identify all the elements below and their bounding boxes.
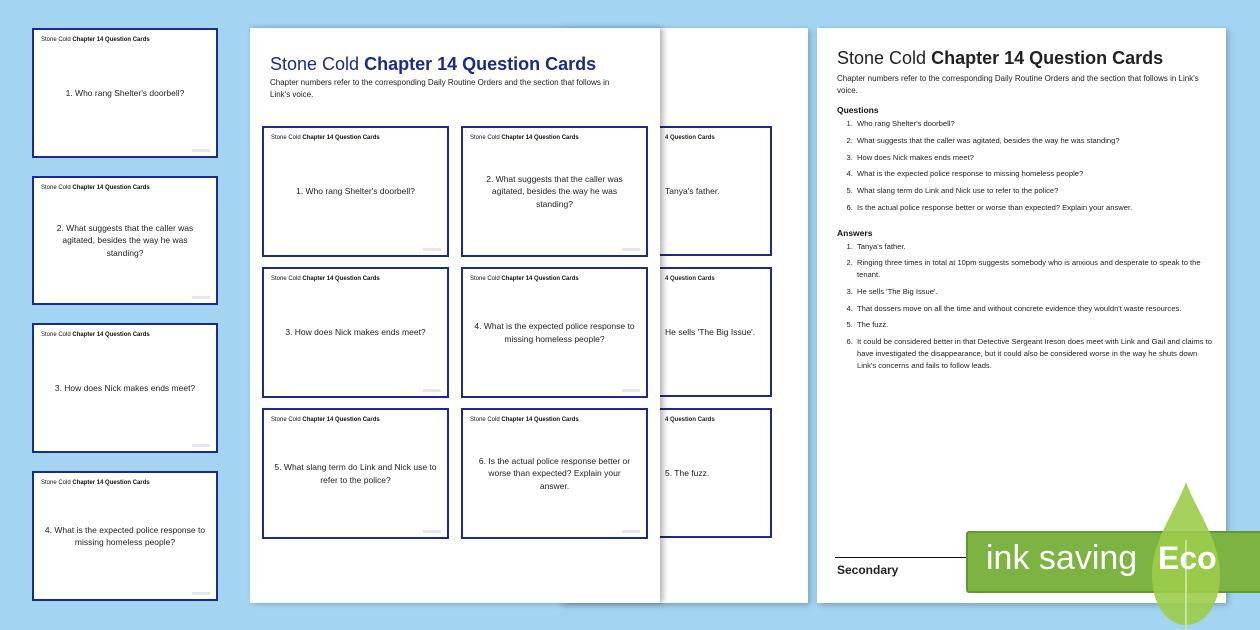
question-item: What suggests that the caller was agitat… [855,135,1212,147]
question-item: How does Nick makes ends meet? [855,152,1212,164]
card-question: 3. How does Nick makes ends meet? [54,382,196,393]
sheet-subtitle: Chapter numbers refer to the correspondi… [837,74,1199,95]
card-header: Stone Cold Chapter 14 Question Cards [271,276,380,282]
card-question: 3. How does Nick makes ends meet? [285,327,426,338]
watermark [192,296,210,299]
card-question: 2. What suggests that the caller was agi… [56,223,194,258]
question-card-4[interactable]: Stone Cold Chapter 14 Question Cards 4. W… [461,267,648,398]
ink-saving-text: ink saving [986,539,1138,577]
answers-heading: Answers [837,227,873,238]
left-card-1[interactable]: Stone Cold Chapter 14 Question Cards 1. W… [32,28,218,158]
card-header: Stone Cold Chapter 14 Question Cards [41,332,150,338]
card-header: Stone Cold Chapter 14 Question Cards [470,417,579,423]
watermark [622,248,640,251]
question-card-1[interactable]: Stone Cold Chapter 14 Question Cards 1. W… [262,126,449,257]
card-header: 4 Question Cards [665,417,715,423]
answer-item: He sells 'The Big Issue'. [855,286,1212,298]
question-answer-sheet: Stone Cold Chapter 14 Question Cards Cha… [817,28,1226,603]
card-header: Stone Cold Chapter 14 Question Cards [41,480,150,486]
card-header: Stone Cold Chapter 14 Question Cards [470,276,579,282]
answer-item: The fuzz. [855,319,1212,331]
answer-item: That dossers move on all the time and wi… [855,303,1212,315]
question-card-6[interactable]: Stone Cold Chapter 14 Question Cards 6. I… [461,408,648,539]
questions-list: Who rang Shelter's doorbell? What sugges… [837,118,1212,214]
question-item: What is the expected police response to … [855,168,1212,180]
answers-list: Tanya's father. Ringing three times in t… [837,241,1212,372]
sheet-body: Questions Who rang Shelter's doorbell? W… [837,105,1212,385]
sheet-title: Stone Cold Chapter 14 Question Cards [837,48,1164,68]
card-answer: He sells 'The Big Issue'. [665,326,756,337]
answer-item: Ringing three times in total at 10pm sug… [855,257,1212,281]
question-item: What slang term do Link and Nick use to … [855,185,1212,197]
card-question: 1. Who rang Shelter's doorbell? [65,87,185,98]
card-question: 1. Who rang Shelter's doorbell? [296,186,415,197]
leaf-drop-icon [1152,482,1220,630]
question-card-2[interactable]: Stone Cold Chapter 14 Question Cards 2. W… [461,126,648,257]
page-subtitle: Chapter numbers refer to the correspondi… [270,78,610,99]
card-question: 4. What is the expected police response … [44,524,206,547]
answer-item: Tanya's father. [855,241,1212,253]
footer-label: Secondary [837,563,899,577]
watermark [423,530,441,533]
watermark [192,592,210,595]
card-header: Stone Cold Chapter 14 Question Cards [41,37,150,43]
question-item: Who rang Shelter's doorbell? [855,118,1212,130]
card-header: Stone Cold Chapter 14 Question Cards [271,135,380,141]
left-card-3[interactable]: Stone Cold Chapter 14 Question Cards 3. H… [32,323,218,453]
card-question: 5. What slang term do Link and Nick use … [274,462,437,485]
question-card-5[interactable]: Stone Cold Chapter 14 Question Cards 5. W… [262,408,449,539]
watermark [622,530,640,533]
watermark [423,389,441,392]
questions-heading: Questions [837,105,879,115]
page-title: Stone Cold Chapter 14 Question Cards [270,54,597,74]
question-card-3[interactable]: Stone Cold Chapter 14 Question Cards 3. H… [262,267,449,398]
left-card-2[interactable]: Stone Cold Chapter 14 Question Cards 2. W… [32,176,218,305]
answer-item: It could be considered better in that De… [855,336,1212,371]
watermark [192,444,210,447]
card-header: Stone Cold Chapter 14 Question Cards [41,185,150,191]
card-answer: 5. The fuzz. [665,467,710,478]
card-question: 2. What suggests that the caller was agi… [486,174,623,209]
card-question: 6. Is the actual police response better … [478,456,631,491]
left-card-4[interactable]: Stone Cold Chapter 14 Question Cards 4. W… [32,471,218,601]
card-header: 4 Question Cards [665,135,715,141]
card-header: Stone Cold Chapter 14 Question Cards [271,417,380,423]
card-answer: Tanya's father. [665,185,720,196]
question-cards-page: Stone Cold Chapter 14 Question Cards Cha… [250,28,660,603]
watermark [622,389,640,392]
footer-rule [835,557,975,558]
card-header: Stone Cold Chapter 14 Question Cards [470,135,579,141]
card-question: 4. What is the expected police response … [474,321,635,344]
question-item: Is the actual police response better or … [855,202,1212,214]
watermark [423,248,441,251]
card-header: 4 Question Cards [665,276,715,282]
watermark [192,149,210,152]
eco-label: Eco [1158,540,1217,576]
